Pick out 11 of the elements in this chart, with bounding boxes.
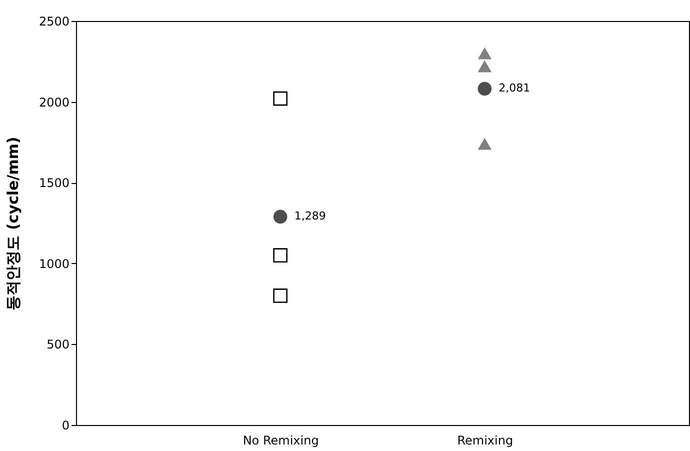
y-tick-label: 0 <box>62 418 70 432</box>
x-tick-label: No Remixing <box>242 434 319 448</box>
y-axis-title: 동적안정도 (cycle/mm) <box>4 136 22 310</box>
x-tick-label: Remixing <box>457 434 514 448</box>
y-tick-label: 500 <box>46 338 70 352</box>
y-tick-label: 1500 <box>38 176 70 190</box>
y-tick-label: 2500 <box>38 14 70 28</box>
data-label: 2,081 <box>498 82 530 95</box>
data-label: 1,289 <box>294 210 326 223</box>
y-tick-label: 1000 <box>38 256 70 271</box>
y-tick-label: 2000 <box>38 95 70 110</box>
